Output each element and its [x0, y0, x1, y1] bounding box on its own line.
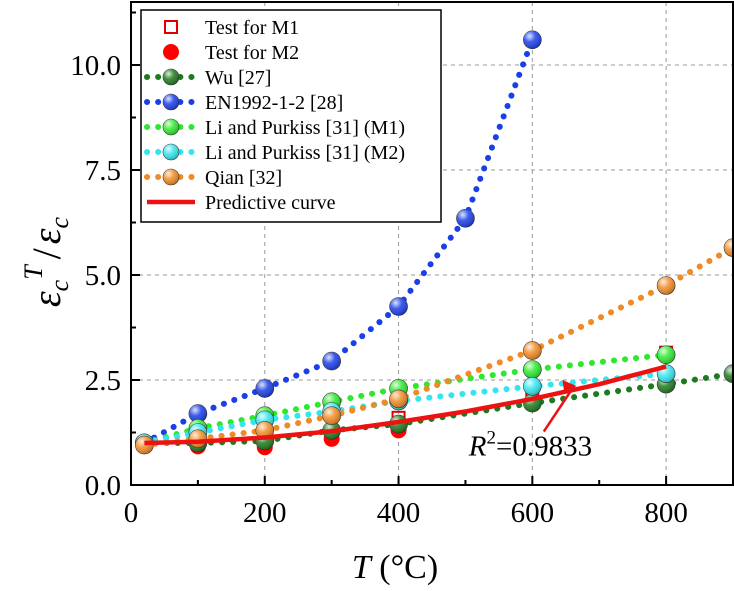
legend-swatch-marker [163, 44, 179, 60]
legend-item-li-and-purkiss-31-m2: Li and Purkiss [31] (M2) [144, 142, 405, 164]
y-tick-label: 5.0 [85, 260, 121, 292]
annotation-arrow-head [562, 380, 577, 394]
x-tick-label: 0 [124, 497, 139, 529]
y-tick-label: 10.0 [70, 50, 121, 82]
data-point-qian-32 [389, 389, 408, 409]
series-layer [135, 30, 734, 456]
series-qian-32 [135, 238, 734, 455]
data-point-en1992-1-2-28 [255, 379, 275, 398]
axes: 0 200 400 600 800 0.0 2.5 5.0 7.5 10.0 [70, 11, 688, 529]
y-axis-label-sup: T [19, 264, 48, 280]
x-tick-label: 200 [243, 497, 287, 529]
series-predictive-curve [144, 364, 667, 446]
legend-item-test-for-m2: Test for M2 [163, 42, 299, 64]
legend-label: Predictive curve [205, 192, 336, 214]
legend-item-qian-32: Qian [32] [144, 167, 282, 189]
y-tick-label: 7.5 [85, 155, 121, 187]
x-axis-label-unit: (°C) [379, 549, 438, 586]
y-axis-label-slash: / [24, 247, 69, 259]
legend-item-test-for-m1: Test for M1 [164, 17, 299, 39]
legend-item-wu-27: Wu [27] [144, 67, 271, 89]
annotation-r: R [468, 431, 487, 463]
y-tick-label: 2.5 [85, 365, 121, 397]
data-point-qian-32 [523, 341, 542, 360]
series-line-qian-32 [141, 244, 734, 449]
legend-label: Li and Purkiss [31] (M2) [205, 142, 405, 164]
annotation: R2=0.9833 [468, 380, 592, 463]
series-line-predictive-curve [144, 364, 667, 446]
annotation-r-squared: R2=0.9833 [468, 428, 592, 463]
x-axis-label: T (°C) [352, 549, 438, 586]
x-axis-label-symbol: T [352, 549, 373, 586]
data-point-en1992-1-2-28 [456, 209, 475, 228]
y-axis-label: εcT/εc [19, 216, 74, 307]
legend-label: Test for M1 [205, 17, 299, 39]
annotation-r-sup: 2 [487, 428, 497, 449]
y-tick-label: 0.0 [85, 470, 121, 502]
legend-swatch-marker [162, 93, 180, 111]
annotation-r-value: =0.9833 [496, 431, 592, 463]
y-axis-label-eps2: ε [24, 228, 69, 244]
y-axis-label-sub: c [45, 279, 74, 291]
data-point-li-and-purkiss-31-m1 [656, 345, 676, 365]
data-point-en1992-1-2-28 [523, 30, 542, 50]
x-tick-label: 400 [377, 497, 421, 529]
y-axis-label-sub2: c [45, 216, 74, 228]
x-tick-label: 600 [511, 497, 555, 529]
data-point-en1992-1-2-28 [188, 404, 208, 423]
legend-swatch-marker [162, 68, 180, 86]
data-point-en1992-1-2-28 [322, 351, 341, 371]
legend-label: Li and Purkiss [31] (M1) [205, 117, 405, 139]
legend-swatch-marker [162, 168, 180, 186]
y-axis-label-eps: ε [24, 291, 69, 307]
legend-swatch-marker [164, 20, 178, 34]
legend-label: Qian [32] [205, 167, 282, 189]
data-point-qian-32 [135, 435, 154, 455]
data-point-li-and-purkiss-31-m2 [523, 376, 542, 396]
legend-item-predictive-curve: Predictive curve [147, 192, 336, 214]
legend-item-en1992-1-2-28: EN1992-1-2 [28] [144, 92, 343, 114]
legend-label: Test for M2 [205, 42, 299, 64]
legend-item-li-and-purkiss-31-m1: Li and Purkiss [31] (M1) [144, 117, 405, 139]
data-point-qian-32 [188, 429, 208, 449]
svg-text:εcT/εc: εcT/εc [19, 216, 74, 307]
legend-swatch-marker [162, 143, 180, 161]
legend-label: EN1992-1-2 [28] [205, 92, 343, 114]
annotation-arrow-line [542, 389, 573, 433]
plot-frame [130, 1, 734, 486]
data-point-li-and-purkiss-31-m1 [523, 360, 542, 379]
legend-swatch-marker [162, 118, 180, 136]
data-point-en1992-1-2-28 [389, 297, 408, 316]
legend-box [140, 9, 442, 223]
legend-label: Wu [27] [205, 67, 271, 89]
x-tick-label: 800 [644, 497, 688, 529]
data-point-qian-32 [656, 276, 676, 295]
legend: Test for M1 Test for M2 Wu [27] EN1992-1-2 … [140, 9, 442, 223]
data-point-qian-32 [322, 406, 341, 426]
